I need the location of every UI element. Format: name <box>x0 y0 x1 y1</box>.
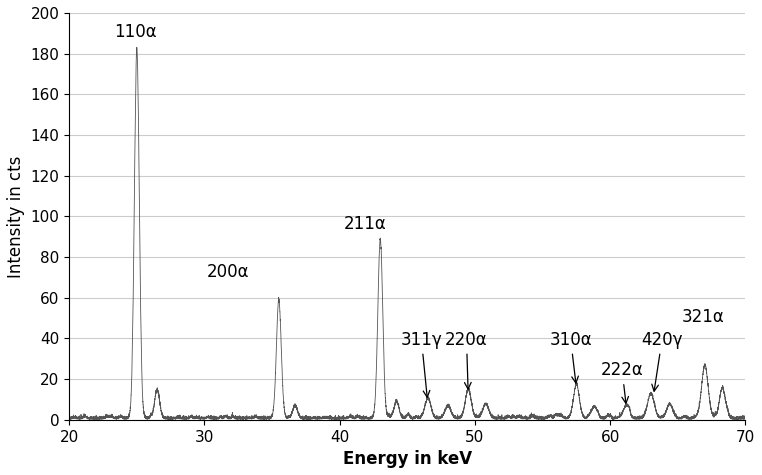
Text: 110α: 110α <box>114 23 156 41</box>
Text: 200α: 200α <box>207 264 250 282</box>
Text: 420γ: 420γ <box>642 331 683 391</box>
Text: 220α: 220α <box>445 331 488 389</box>
Text: 321α: 321α <box>682 308 725 326</box>
X-axis label: Energy in keV: Energy in keV <box>343 450 472 468</box>
Text: 222α: 222α <box>600 361 643 403</box>
Text: 211α: 211α <box>344 215 386 233</box>
Text: 311γ: 311γ <box>401 331 442 397</box>
Text: 310α: 310α <box>549 331 592 383</box>
Y-axis label: Intensity in cts: Intensity in cts <box>7 155 25 277</box>
